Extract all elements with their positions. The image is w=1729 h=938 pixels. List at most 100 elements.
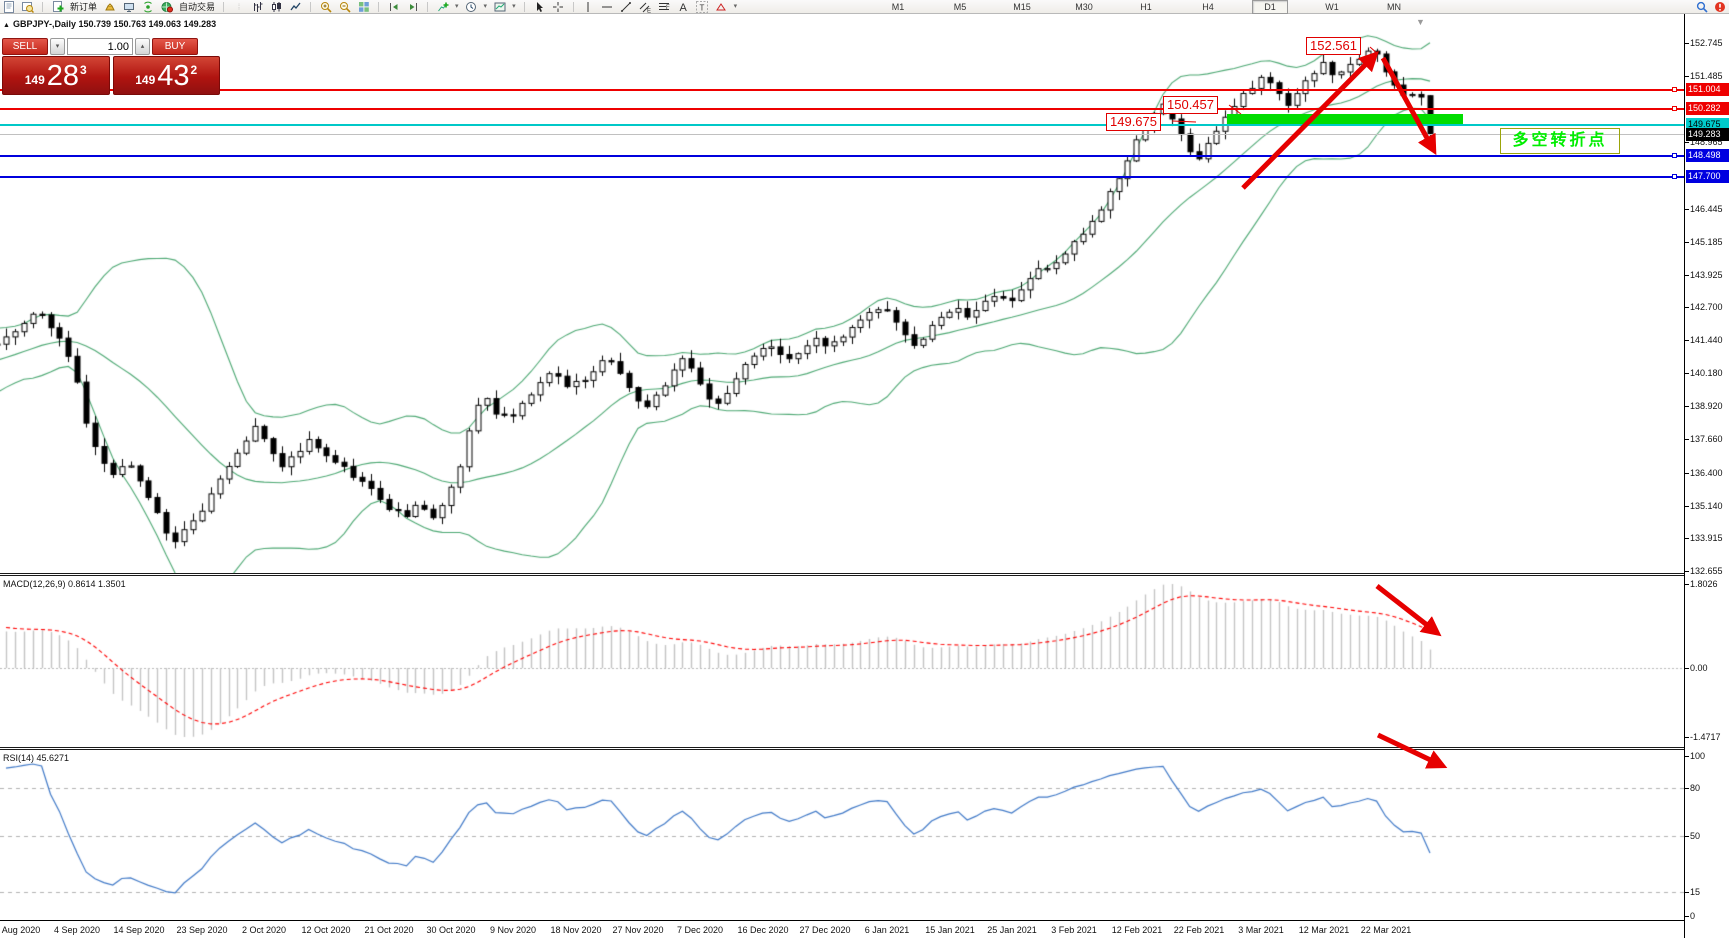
crosshair-icon[interactable] (552, 1, 565, 13)
macd-canvas[interactable] (0, 577, 1684, 747)
panel-divider[interactable] (0, 573, 1684, 576)
price-axis[interactable]: 152.745 151.485 148.965 146.445 145.185 143.9… (1684, 14, 1729, 938)
buy-price-big-figure: 149 (135, 73, 156, 87)
candlechart-icon[interactable] (270, 1, 283, 13)
buy-price-panel[interactable]: 149 43 2 (112, 56, 220, 95)
vline-icon[interactable] (582, 1, 595, 13)
annotation-price-label-150.457[interactable]: 150.457 (1163, 96, 1218, 114)
date-axis[interactable]: 26 Aug 2020 4 Sep 2020 14 Sep 2020 23 Sep 2… (0, 920, 1684, 938)
line-end-handle[interactable] (1672, 86, 1677, 92)
textT-icon[interactable]: T (696, 0, 709, 13)
zoomout-icon[interactable] (338, 1, 351, 13)
main-chart-canvas[interactable] (0, 14, 1684, 573)
chart-shift-marker-icon[interactable]: ▼ (1416, 17, 1425, 27)
price-tick-label: 141.440 (1690, 335, 1723, 346)
panel-divider[interactable] (0, 747, 1684, 750)
annotation-price-label-149.675[interactable]: 149.675 (1106, 113, 1161, 131)
search-icon[interactable] (1695, 1, 1708, 13)
rsi-canvas[interactable] (0, 751, 1684, 919)
timeframe-button-h4[interactable]: H4 (1202, 2, 1214, 12)
doc-icon[interactable] (2, 0, 15, 13)
volume-input[interactable] (67, 38, 133, 55)
buy-button[interactable]: BUY (152, 38, 198, 55)
dropdown-caret-icon[interactable]: ▾ (733, 2, 738, 10)
svg-text:A: A (680, 2, 688, 13)
timeframe-button-m5[interactable]: M5 (953, 2, 967, 12)
date-tick-label: 22 Feb 2021 (1173, 925, 1225, 935)
turning-point-note[interactable]: 多空转折点 (1500, 128, 1620, 154)
timeframe-button-w1[interactable]: W1 (1325, 2, 1339, 12)
timeframe-button-m1[interactable]: M1 (891, 2, 905, 12)
chart-window[interactable]: 152.745 151.485 148.965 146.445 145.185 143.9… (0, 14, 1729, 938)
tline-icon[interactable] (620, 1, 633, 13)
autotrade-label[interactable]: 自动交易 (179, 2, 216, 12)
svg-text:E: E (647, 8, 651, 13)
zoomwin-icon[interactable] (21, 1, 34, 13)
sell-price-big-figure: 149 (24, 73, 45, 87)
annotation-price-label-152.561[interactable]: 152.561 (1306, 37, 1361, 55)
price-level-label-149.283: 149.283 (1686, 127, 1729, 141)
dots-icon[interactable] (232, 1, 245, 13)
svg-text:F: F (666, 5, 670, 11)
fibo-icon[interactable]: F (658, 1, 671, 13)
price-level-label-149.675: 149.675 (1686, 117, 1729, 131)
timeframe-button-m15[interactable]: M15 (1013, 2, 1031, 12)
main-toolbar: 新订单 自动交易 ▾ ▾ ▾ E F A T ▾ (0, 0, 1729, 14)
horizontal-line-148.498[interactable] (0, 154, 1684, 157)
zoomin-icon[interactable] (319, 1, 332, 13)
line-end-handle[interactable] (1672, 173, 1677, 179)
neworder-icon[interactable] (51, 0, 64, 13)
shiftA-icon[interactable] (387, 1, 400, 13)
pc-icon[interactable] (122, 1, 135, 13)
horizontal-line-150.282[interactable] (0, 107, 1684, 110)
signal-icon[interactable] (141, 1, 154, 13)
axis-tick-mark (1685, 571, 1689, 572)
axis-tick-mark (1685, 584, 1689, 585)
timeframe-button-mn[interactable]: MN (1387, 2, 1401, 12)
shiftB-icon[interactable] (406, 1, 419, 13)
textA-icon[interactable]: A (677, 1, 690, 13)
date-tick-label: 21 Oct 2020 (364, 925, 414, 935)
price-tick-label: 136.400 (1690, 467, 1723, 478)
cursor-icon[interactable] (533, 1, 546, 13)
clock-icon[interactable] (465, 1, 478, 13)
axis-tick-mark (1685, 373, 1689, 375)
horizontal-line-147.700[interactable] (0, 175, 1684, 178)
sell-button[interactable]: SELL (2, 38, 48, 55)
axis-tick-mark (1685, 668, 1689, 669)
line-end-handle[interactable] (1672, 152, 1677, 158)
tiles-icon[interactable] (357, 1, 370, 13)
price-tick-label: 137.660 (1690, 434, 1723, 445)
new_order-label[interactable]: 新订单 (70, 2, 98, 12)
layout-icon[interactable] (493, 1, 506, 13)
timeframe-button-m30[interactable]: M30 (1075, 2, 1093, 12)
dropdown-caret-icon[interactable]: ▾ (483, 2, 488, 10)
addind-icon[interactable] (436, 1, 449, 13)
horizontal-line-151.004[interactable] (0, 88, 1684, 91)
linechart-icon[interactable] (289, 1, 302, 13)
price-tick-label: 138.920 (1690, 401, 1723, 412)
line-end-handle[interactable] (1672, 105, 1677, 111)
hline2-icon[interactable] (601, 1, 614, 13)
timeframe-button-h1[interactable]: H1 (1140, 2, 1152, 12)
barchart-icon[interactable] (251, 1, 264, 13)
collapse-triangle-icon[interactable]: ▲ (3, 22, 10, 29)
sell-price-point: 3 (80, 63, 87, 77)
sell-price-panel[interactable]: 149 28 3 (2, 56, 110, 95)
timeframe-button-d1[interactable]: D1 (1252, 0, 1288, 14)
volume-increase-button[interactable]: ▴ (135, 38, 150, 55)
horizontal-line-149.675[interactable] (0, 123, 1684, 126)
buy-price-point: 2 (190, 63, 198, 77)
volume-decrease-button[interactable]: ▾ (50, 38, 65, 55)
horizontal-line-149.283[interactable] (0, 133, 1684, 135)
dropdown-caret-icon[interactable]: ▾ (512, 2, 516, 10)
channel-icon[interactable]: E (639, 1, 652, 13)
gold-icon[interactable] (103, 1, 116, 13)
support-highlight-bar[interactable] (1227, 114, 1463, 124)
dropdown-caret-icon[interactable]: ▾ (455, 2, 459, 10)
date-tick-label: 12 Feb 2021 (1111, 925, 1163, 935)
shapes-icon[interactable] (715, 1, 728, 13)
notification-icon[interactable] (1713, 1, 1726, 13)
globe-icon[interactable] (160, 1, 173, 13)
